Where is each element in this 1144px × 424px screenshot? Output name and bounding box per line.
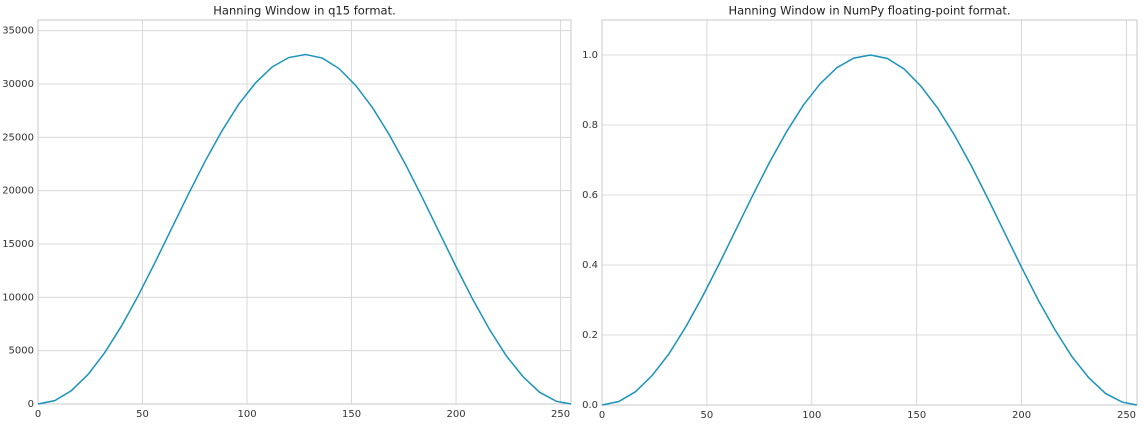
y-tick-label: 0 (28, 399, 34, 410)
y-tick-label: 0.2 (582, 330, 598, 341)
y-tick-label: 0.4 (582, 260, 598, 271)
x-tick-label: 50 (136, 409, 149, 420)
x-tick-label: 150 (907, 410, 926, 421)
chart-title: Hanning Window in q15 format. (213, 4, 395, 18)
y-tick-label: 15000 (2, 239, 34, 250)
chart-title: Hanning Window in NumPy floating-point f… (728, 4, 1010, 18)
plot-frame (601, 19, 1138, 406)
y-tick-label: 5000 (9, 346, 34, 357)
plot-frame (37, 19, 572, 405)
y-tick-label: 1.0 (582, 50, 598, 61)
y-tick-label: 0.8 (582, 120, 598, 131)
y-tick-label: 0.0 (582, 400, 598, 411)
y-tick-label: 25000 (2, 132, 34, 143)
y-tick-label: 35000 (2, 26, 34, 37)
y-tick-label: 10000 (2, 292, 34, 303)
x-tick-label: 100 (802, 410, 821, 421)
y-tick-label: 0.6 (582, 190, 598, 201)
x-tick-label: 250 (1117, 410, 1136, 421)
x-tick-label: 200 (446, 409, 465, 420)
y-tick-label: 30000 (2, 79, 34, 90)
x-tick-label: 200 (1012, 410, 1031, 421)
line (37, 53, 572, 405)
x-tick-label: 150 (342, 409, 361, 420)
line (601, 54, 1138, 406)
x-tick-label: 250 (551, 409, 570, 420)
x-tick-label: 0 (35, 409, 41, 420)
x-tick-label: 100 (237, 409, 256, 420)
x-tick-label: 50 (701, 410, 714, 421)
y-tick-label: 20000 (2, 186, 34, 197)
x-tick-label: 0 (599, 410, 605, 421)
